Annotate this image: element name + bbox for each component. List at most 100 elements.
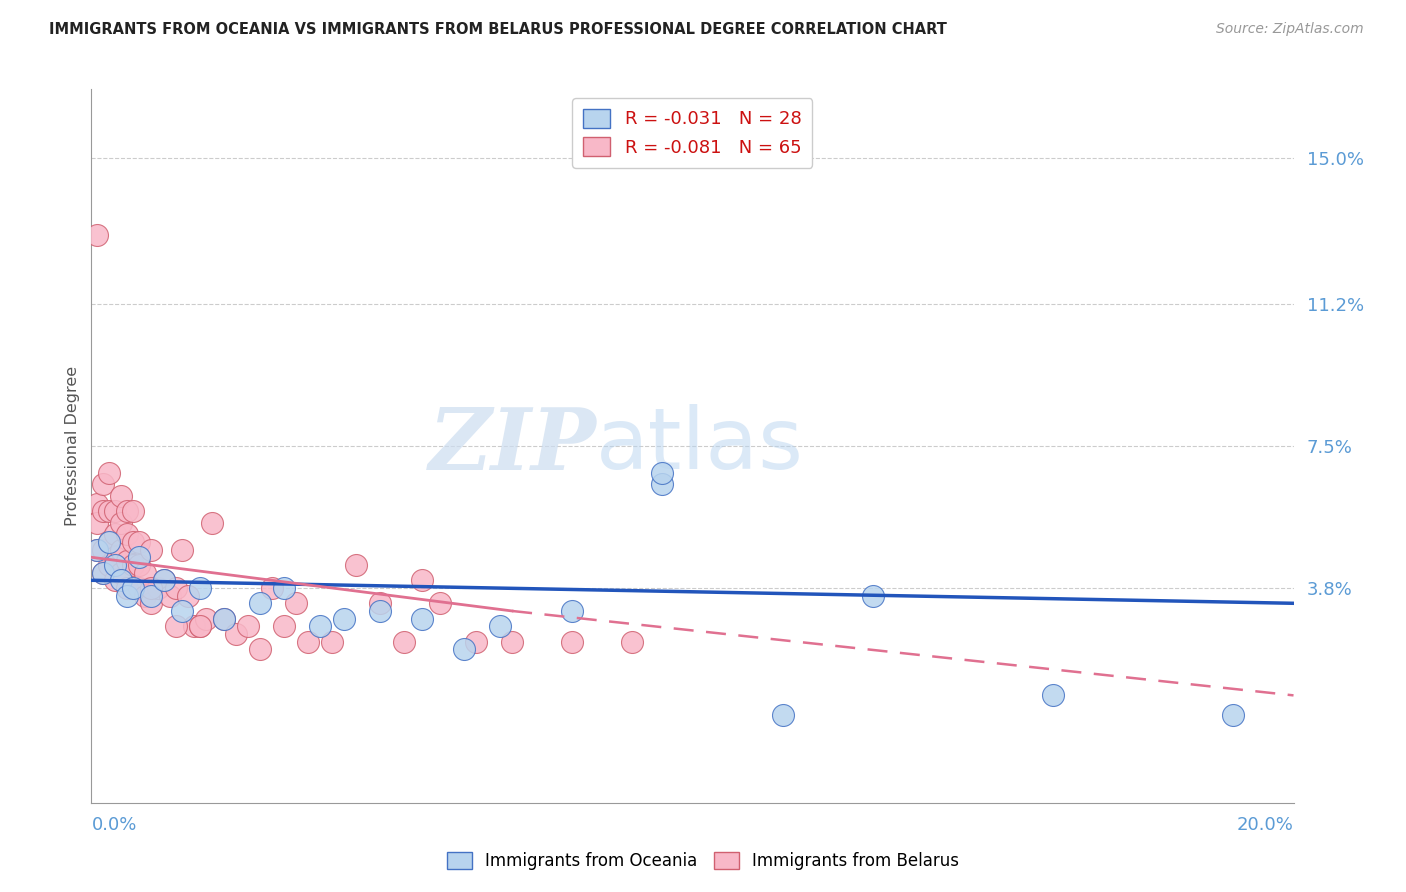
Point bbox=[212, 612, 235, 626]
Point bbox=[489, 619, 512, 633]
Point bbox=[93, 566, 115, 580]
Point bbox=[159, 589, 181, 603]
Y-axis label: Professional Degree: Professional Degree bbox=[65, 366, 80, 526]
Point bbox=[201, 516, 224, 530]
Point bbox=[321, 634, 343, 648]
Point bbox=[86, 227, 108, 242]
Point bbox=[183, 619, 205, 633]
Point bbox=[368, 604, 391, 618]
Point bbox=[98, 535, 121, 549]
Text: 0.0%: 0.0% bbox=[91, 816, 136, 834]
Point bbox=[165, 581, 187, 595]
Point bbox=[98, 558, 121, 572]
Point bbox=[98, 504, 121, 518]
Legend: Immigrants from Oceania, Immigrants from Belarus: Immigrants from Oceania, Immigrants from… bbox=[440, 845, 966, 877]
Point bbox=[194, 612, 217, 626]
Point bbox=[260, 581, 283, 595]
Point bbox=[104, 504, 127, 518]
Point bbox=[561, 604, 583, 618]
Text: atlas: atlas bbox=[596, 404, 804, 488]
Point bbox=[297, 634, 319, 648]
Point bbox=[86, 542, 108, 557]
Point bbox=[128, 550, 150, 565]
Point bbox=[411, 612, 433, 626]
Point bbox=[122, 581, 145, 595]
Point bbox=[93, 504, 115, 518]
Point bbox=[225, 627, 247, 641]
Point bbox=[308, 619, 330, 633]
Point bbox=[141, 596, 163, 610]
Point bbox=[453, 642, 475, 657]
Point bbox=[110, 566, 132, 580]
Point bbox=[128, 535, 150, 549]
Point bbox=[104, 558, 127, 572]
Point bbox=[93, 542, 115, 557]
Point bbox=[249, 596, 271, 610]
Legend: R = -0.031   N = 28, R = -0.081   N = 65: R = -0.031 N = 28, R = -0.081 N = 65 bbox=[572, 98, 813, 168]
Point bbox=[368, 596, 391, 610]
Point bbox=[110, 542, 132, 557]
Text: 20.0%: 20.0% bbox=[1237, 816, 1294, 834]
Point bbox=[651, 477, 673, 491]
Point bbox=[1222, 707, 1244, 722]
Point bbox=[862, 589, 884, 603]
Point bbox=[152, 574, 174, 588]
Point bbox=[392, 634, 415, 648]
Point bbox=[117, 527, 139, 541]
Point bbox=[93, 477, 115, 491]
Point bbox=[104, 550, 127, 565]
Point bbox=[501, 634, 523, 648]
Point bbox=[411, 574, 433, 588]
Point bbox=[141, 581, 163, 595]
Point bbox=[134, 566, 156, 580]
Point bbox=[98, 535, 121, 549]
Point bbox=[128, 558, 150, 572]
Point bbox=[465, 634, 488, 648]
Point bbox=[134, 589, 156, 603]
Point bbox=[561, 634, 583, 648]
Point bbox=[104, 574, 127, 588]
Point bbox=[117, 581, 139, 595]
Point bbox=[273, 619, 295, 633]
Point bbox=[152, 574, 174, 588]
Point bbox=[188, 581, 211, 595]
Point bbox=[98, 466, 121, 480]
Point bbox=[146, 581, 169, 595]
Point bbox=[128, 581, 150, 595]
Text: ZIP: ZIP bbox=[429, 404, 596, 488]
Point bbox=[122, 504, 145, 518]
Point bbox=[141, 542, 163, 557]
Point bbox=[249, 642, 271, 657]
Point bbox=[117, 554, 139, 568]
Point bbox=[122, 558, 145, 572]
Point bbox=[333, 612, 356, 626]
Point bbox=[651, 466, 673, 480]
Point bbox=[86, 497, 108, 511]
Point bbox=[212, 612, 235, 626]
Text: Source: ZipAtlas.com: Source: ZipAtlas.com bbox=[1216, 22, 1364, 37]
Point bbox=[110, 516, 132, 530]
Point bbox=[236, 619, 259, 633]
Point bbox=[429, 596, 451, 610]
Point bbox=[284, 596, 307, 610]
Point bbox=[188, 619, 211, 633]
Point bbox=[141, 589, 163, 603]
Point bbox=[86, 542, 108, 557]
Point bbox=[170, 604, 193, 618]
Point bbox=[344, 558, 367, 572]
Point bbox=[122, 535, 145, 549]
Point bbox=[621, 634, 644, 648]
Point bbox=[93, 566, 115, 580]
Point bbox=[86, 516, 108, 530]
Point bbox=[117, 504, 139, 518]
Point bbox=[170, 542, 193, 557]
Point bbox=[273, 581, 295, 595]
Point bbox=[110, 489, 132, 503]
Point bbox=[176, 589, 198, 603]
Point bbox=[1042, 689, 1064, 703]
Point bbox=[117, 589, 139, 603]
Point bbox=[188, 619, 211, 633]
Point bbox=[110, 574, 132, 588]
Point bbox=[104, 527, 127, 541]
Point bbox=[165, 619, 187, 633]
